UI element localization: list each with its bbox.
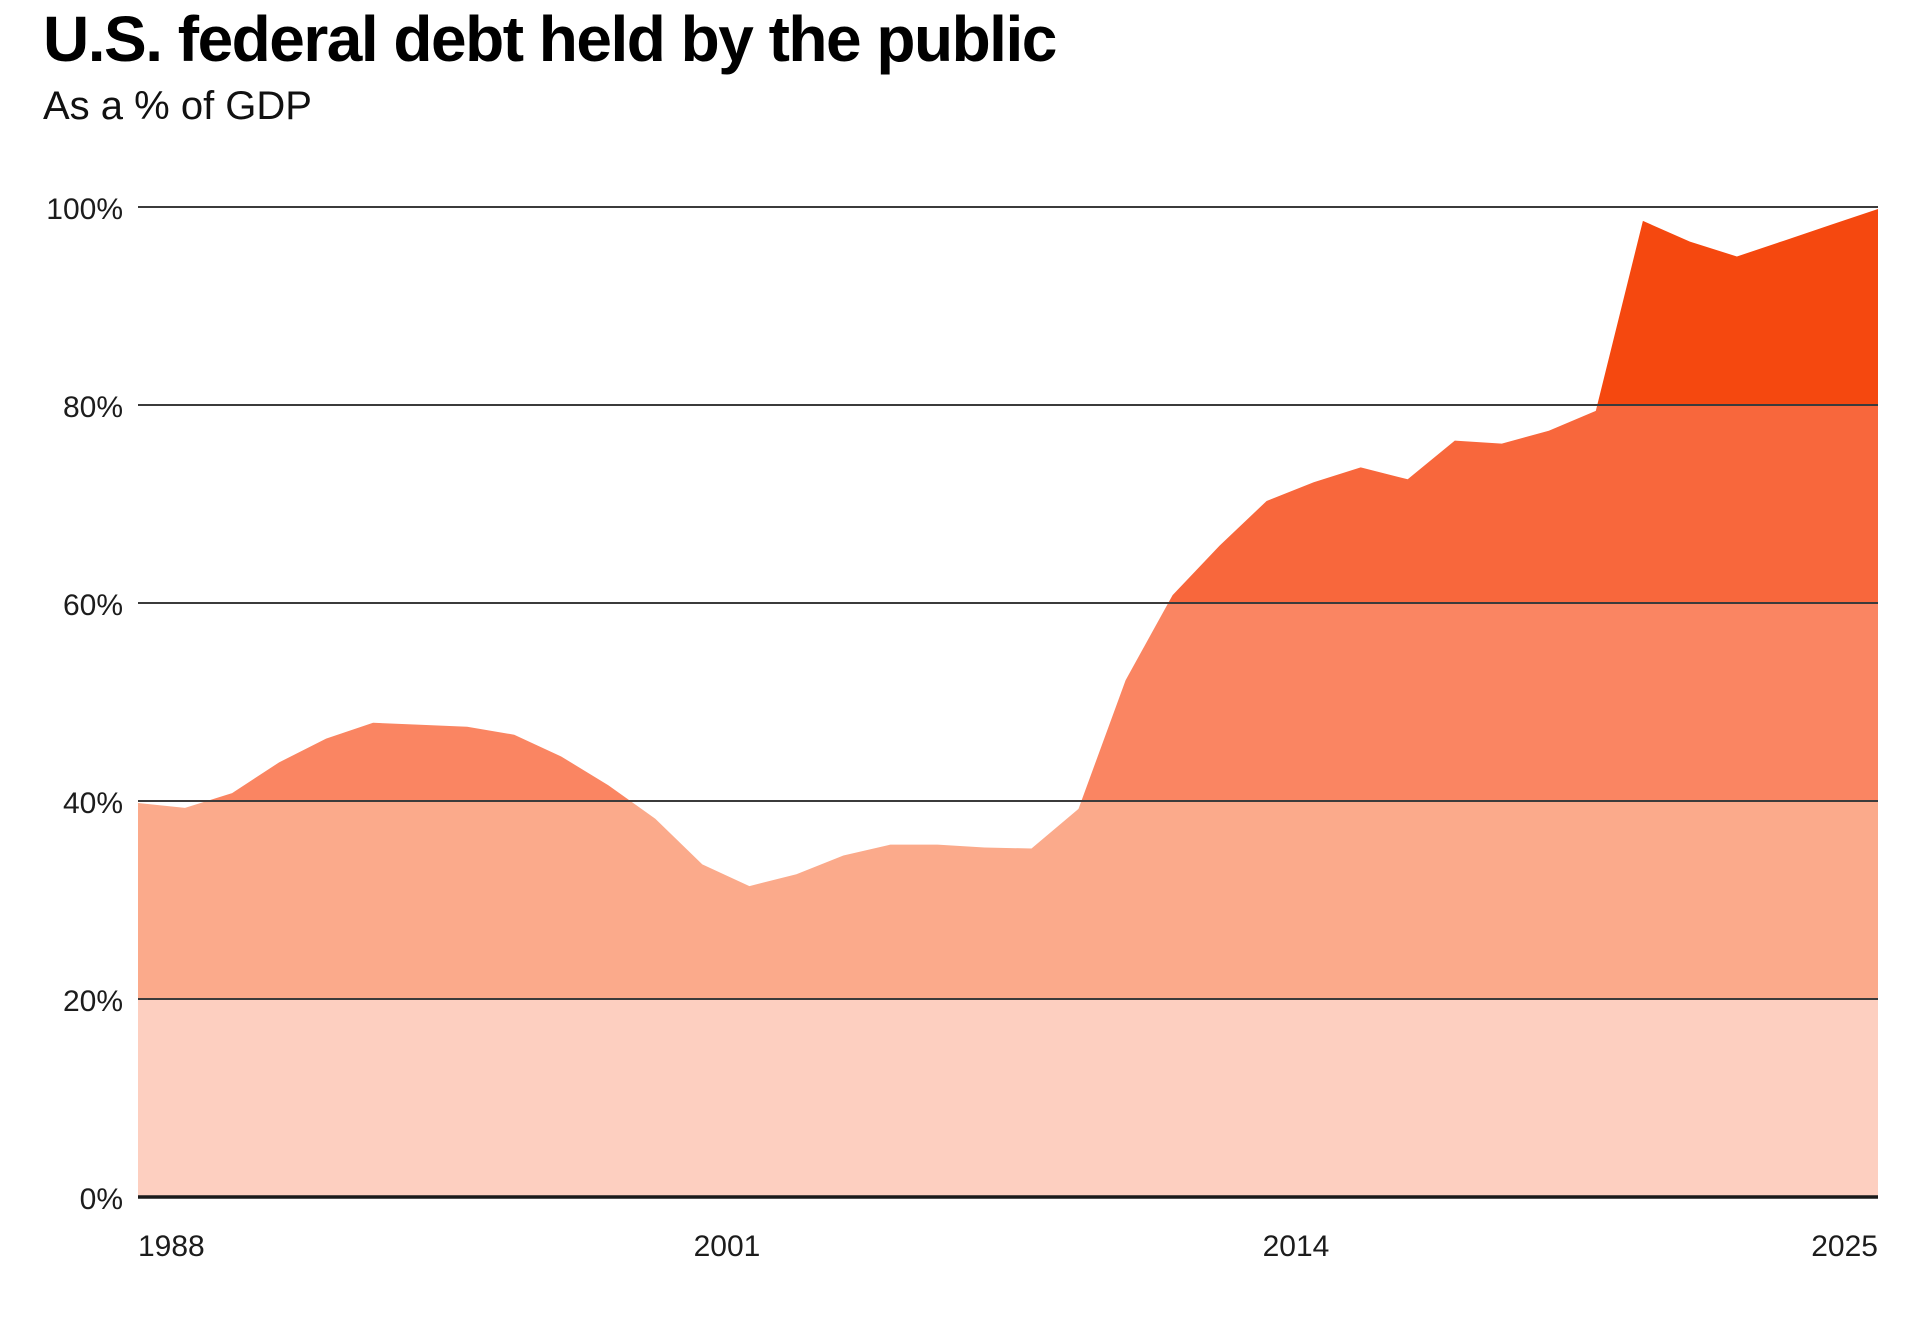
x-tick-label-2001: 2001 <box>694 1230 761 1263</box>
x-tick-label-2025: 2025 <box>1811 1230 1878 1263</box>
y-tick-label-0: 0% <box>80 1183 123 1216</box>
y-tick-label-60: 60% <box>63 589 123 622</box>
y-tick-label-40: 40% <box>63 787 123 820</box>
x-tick-label-1988: 1988 <box>138 1230 205 1263</box>
y-tick-label-80: 80% <box>63 391 123 424</box>
area-band-40-60 <box>138 603 1878 801</box>
x-tick-label-2014: 2014 <box>1263 1230 1330 1263</box>
debt-area <box>138 209 1878 1197</box>
area-band-20-40 <box>138 801 1878 999</box>
y-tick-label-20: 20% <box>63 985 123 1018</box>
area-band-60-80 <box>138 405 1878 603</box>
chart-subtitle: As a % of GDP <box>43 84 312 128</box>
chart-title: U.S. federal debt held by the public <box>43 3 1057 75</box>
area-band-80-100 <box>138 209 1878 405</box>
area-band-0-20 <box>138 999 1878 1197</box>
y-tick-label-100: 100% <box>46 193 123 226</box>
